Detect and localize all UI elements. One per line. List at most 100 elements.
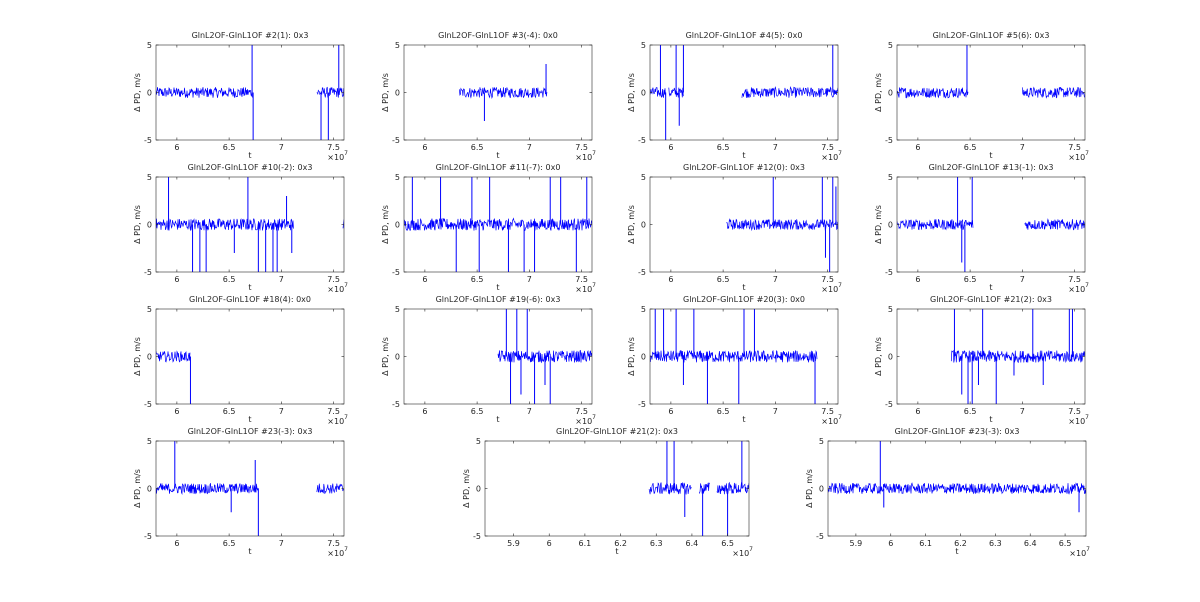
x-tick-label: 7.5: [575, 143, 588, 152]
data-series-line: [950, 349, 1085, 364]
x-axis-label: t: [989, 415, 992, 424]
x-multiplier: ×107: [1068, 282, 1089, 294]
subplot-title: GlnL2OF-GlnL1OF #21(2): 0x3: [930, 295, 1052, 304]
subplot-title: GlnL2OF-GlnL1OF #11(-7): 0x0: [436, 163, 561, 172]
x-tick-label: 6: [668, 407, 673, 416]
x-tick-label: 6: [915, 407, 920, 416]
x-tick-label: 7: [1020, 407, 1025, 416]
y-tick-label: -5: [638, 400, 646, 409]
y-tick-label: 0: [819, 485, 824, 494]
y-axis-label: Δ PD, m/s: [133, 73, 142, 112]
x-multiplier: ×107: [821, 282, 842, 294]
x-tick-label: 6.5: [721, 539, 734, 548]
y-tick-label: 5: [476, 437, 481, 446]
x-multiplier-exponent: 7: [1085, 414, 1089, 421]
x-tick-label: 6.5: [717, 407, 730, 416]
x-tick-label: 6.5: [223, 275, 236, 284]
x-tick-label: 6.5: [471, 275, 484, 284]
subplot-8: 6 6.5 7 7.5 -5 0 5 GlnL2OF-GlnL1OF #13(-1): 0x3…: [874, 163, 1089, 294]
x-multiplier: ×107: [1068, 414, 1089, 426]
subplot-title: GlnL2OF-GlnL1OF #21(2): 0x3: [556, 427, 678, 436]
x-axis-label: t: [248, 283, 251, 292]
subplot-title: GlnL2OF-GlnL1OF #10(-2): 0x3: [188, 163, 313, 172]
x-multiplier-exponent: 7: [592, 150, 596, 157]
y-tick-label: 0: [147, 221, 152, 230]
x-tick-label: 6: [174, 407, 179, 416]
y-tick-label: 0: [641, 89, 646, 98]
x-multiplier: ×107: [821, 150, 842, 162]
data-series-line: [650, 349, 818, 363]
y-axis-label: Δ PD, m/s: [381, 205, 390, 244]
x-tick-label: 6: [174, 143, 179, 152]
y-tick-label: 5: [147, 305, 152, 314]
subplot-9: 6 6.5 7 7.5 -5 0 5 GlnL2OF-GlnL1OF #18(4): 0x0 t…: [133, 295, 348, 426]
y-tick-label: -5: [144, 136, 152, 145]
x-tick-label: 7.5: [821, 275, 834, 284]
x-multiplier-exponent: 7: [1085, 150, 1089, 157]
x-tick-label: 7: [527, 143, 532, 152]
x-axis-label: t: [989, 151, 992, 160]
x-tick-label: 6.5: [471, 143, 484, 152]
x-axis-label: t: [955, 547, 958, 556]
y-tick-label: 0: [395, 89, 400, 98]
data-series-line: [404, 217, 592, 231]
y-tick-label: 5: [819, 437, 824, 446]
data-series-line: [156, 218, 344, 231]
y-axis-label: Δ PD, m/s: [133, 205, 142, 244]
x-tick-label: 5.9: [850, 539, 863, 548]
x-tick-label: 6.1: [919, 539, 932, 548]
y-tick-label: 5: [147, 173, 152, 182]
x-multiplier-exponent: 7: [344, 282, 348, 289]
subplot-2: 6 6.5 7 7.5 -5 0 5 GlnL2OF-GlnL1OF #3(-4): 0x0 t…: [381, 31, 596, 162]
y-tick-label: -5: [885, 136, 893, 145]
data-series-line: [648, 481, 749, 495]
x-tick-label: 6.5: [1059, 539, 1072, 548]
y-tick-label: -5: [392, 136, 400, 145]
x-tick-label: 6.3: [989, 539, 1002, 548]
x-tick-label: 6.5: [964, 407, 977, 416]
subplot-title: GlnL2OF-GlnL1OF #2(1): 0x3: [192, 31, 309, 40]
x-axis-label: t: [742, 151, 745, 160]
y-tick-label: 5: [888, 173, 893, 182]
x-multiplier: ×107: [1068, 150, 1089, 162]
x-multiplier-exponent: 7: [344, 414, 348, 421]
subplot-7: 6 6.5 7 7.5 -5 0 5 GlnL2OF-GlnL1OF #12(0): 0x3 t…: [627, 163, 842, 294]
x-tick-label: 6.5: [223, 407, 236, 416]
x-tick-label: 7.5: [821, 407, 834, 416]
y-tick-label: 5: [641, 173, 646, 182]
subplot-title: GlnL2OF-GlnL1OF #3(-4): 0x0: [438, 31, 558, 40]
x-axis-label: t: [742, 415, 745, 424]
x-multiplier-exponent: 7: [838, 282, 842, 289]
x-tick-label: 7: [773, 143, 778, 152]
y-tick-label: 0: [147, 353, 152, 362]
subplot-1: 6 6.5 7 7.5 -5 0 5 GlnL2OF-GlnL1OF #2(1): 0x3 t ×…: [133, 31, 348, 162]
x-multiplier: ×107: [327, 282, 348, 294]
y-axis-label: Δ PD, m/s: [805, 469, 814, 508]
subplot-title: GlnL2OF-GlnL1OF #19(-6): 0x3: [436, 295, 561, 304]
subplot-title: GlnL2OF-GlnL1OF #12(0): 0x3: [683, 163, 805, 172]
y-tick-label: 0: [888, 353, 893, 362]
x-tick-label: 6: [422, 407, 427, 416]
axes-box: [155, 440, 345, 537]
x-axis-label: t: [248, 547, 251, 556]
x-tick-label: 6.5: [717, 143, 730, 152]
subplot-4: 6 6.5 7 7.5 -5 0 5 GlnL2OF-GlnL1OF #5(6): 0x3 t ×…: [874, 31, 1089, 162]
x-tick-label: 7: [773, 275, 778, 284]
y-tick-label: 0: [476, 485, 481, 494]
x-tick-label: 7: [1020, 143, 1025, 152]
x-tick-label: 6: [174, 275, 179, 284]
x-multiplier: ×107: [575, 414, 596, 426]
y-tick-label: 5: [147, 41, 152, 50]
x-multiplier-exponent: 7: [592, 282, 596, 289]
x-tick-label: 6: [422, 143, 427, 152]
y-axis-label: Δ PD, m/s: [874, 73, 883, 112]
subplot-3: 6 6.5 7 7.5 -5 0 5 GlnL2OF-GlnL1OF #4(5): 0x0 t ×…: [627, 31, 842, 162]
y-tick-label: -5: [885, 400, 893, 409]
y-tick-label: -5: [392, 400, 400, 409]
x-multiplier: ×107: [1069, 546, 1090, 558]
x-tick-label: 7.5: [575, 407, 588, 416]
x-multiplier: ×107: [327, 414, 348, 426]
x-tick-label: 7.5: [821, 143, 834, 152]
x-tick-label: 6.2: [614, 539, 627, 548]
